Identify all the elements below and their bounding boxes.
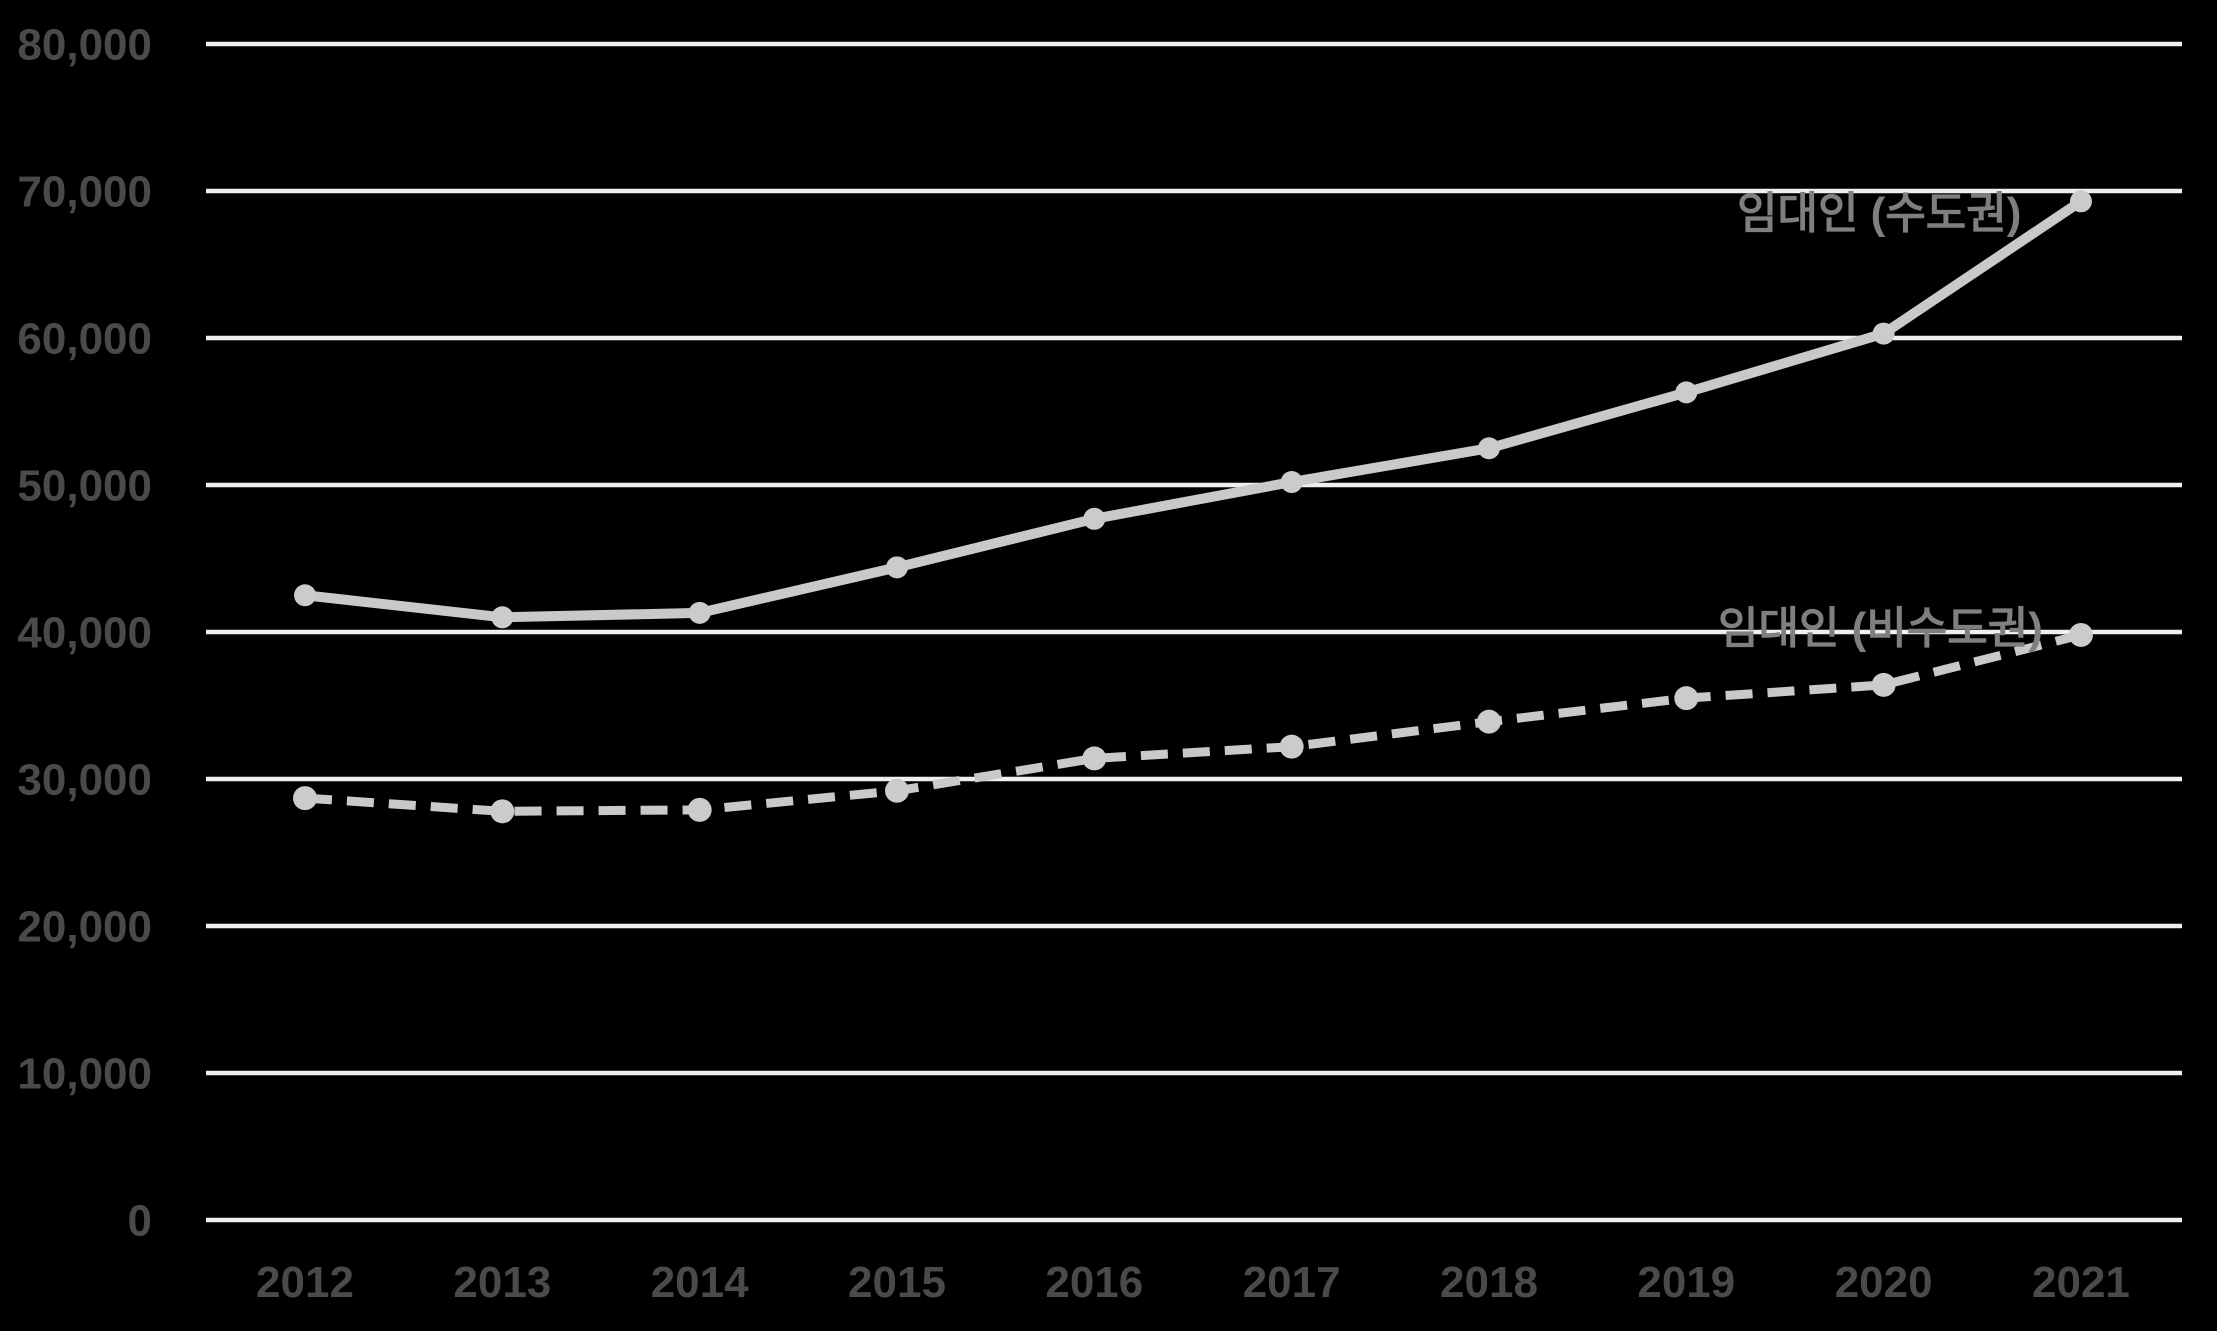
data-point-marker — [1675, 381, 1698, 404]
y-tick-label: 0 — [128, 1196, 152, 1245]
series-1 — [293, 622, 2093, 824]
data-point-marker — [1674, 686, 1699, 711]
series-0 — [294, 190, 2092, 629]
series-label-sudogwon: 임대인 (수도권) — [1737, 189, 2021, 238]
data-point-marker — [293, 786, 317, 811]
data-point-marker — [1082, 746, 1107, 771]
data-point-marker — [1477, 437, 1500, 460]
y-tick-label: 20,000 — [17, 902, 152, 951]
y-tick-label: 30,000 — [17, 755, 152, 804]
data-point-marker — [884, 778, 909, 803]
x-tick-label: 2014 — [651, 1258, 749, 1307]
x-tick-label: 2021 — [2032, 1258, 2130, 1307]
series-label-bisudogwon: 임대인 (비수도권) — [1718, 604, 2043, 653]
data-point-marker — [885, 556, 908, 579]
x-tick-label: 2018 — [1440, 1258, 1538, 1307]
x-tick-label: 2013 — [453, 1258, 551, 1307]
data-point-marker — [2068, 622, 2093, 647]
x-tick-label: 2020 — [1835, 1258, 1933, 1307]
data-point-marker — [1280, 471, 1303, 494]
x-tick-label: 2015 — [848, 1258, 946, 1307]
data-point-marker — [688, 601, 711, 624]
x-tick-label: 2019 — [1637, 1258, 1735, 1307]
x-tick-label: 2017 — [1243, 1258, 1341, 1307]
data-point-marker — [294, 584, 316, 607]
y-tick-label: 50,000 — [17, 461, 152, 510]
data-point-marker — [1476, 709, 1501, 734]
x-tick-label: 2012 — [256, 1258, 354, 1307]
data-point-marker — [1083, 507, 1106, 530]
y-tick-label: 60,000 — [17, 314, 152, 363]
data-point-marker — [490, 799, 515, 824]
x-axis-tick-labels: 2012 2013 2014 2015 2016 2017 2018 2019 2020 2021 — [256, 1258, 2130, 1307]
series-line-solid — [300, 196, 2086, 623]
data-point-marker — [1871, 672, 1896, 697]
series-lines — [293, 190, 2093, 824]
y-axis-tick-labels: 0 10,000 20,000 30,000 40,000 50,000 60,000 70,… — [17, 20, 152, 1245]
y-tick-label: 80,000 — [17, 20, 152, 69]
data-point-marker — [2069, 190, 2092, 213]
data-point-marker — [491, 606, 514, 629]
data-point-marker — [687, 797, 712, 822]
x-tick-label: 2016 — [1045, 1258, 1143, 1307]
y-tick-label: 40,000 — [17, 608, 152, 657]
y-tick-label: 70,000 — [17, 167, 152, 216]
data-point-marker — [1279, 734, 1304, 759]
data-point-marker — [1872, 322, 1895, 345]
gridlines — [206, 41, 2182, 1223]
series-line-dashed — [304, 630, 2083, 816]
y-tick-label: 10,000 — [17, 1049, 152, 1098]
